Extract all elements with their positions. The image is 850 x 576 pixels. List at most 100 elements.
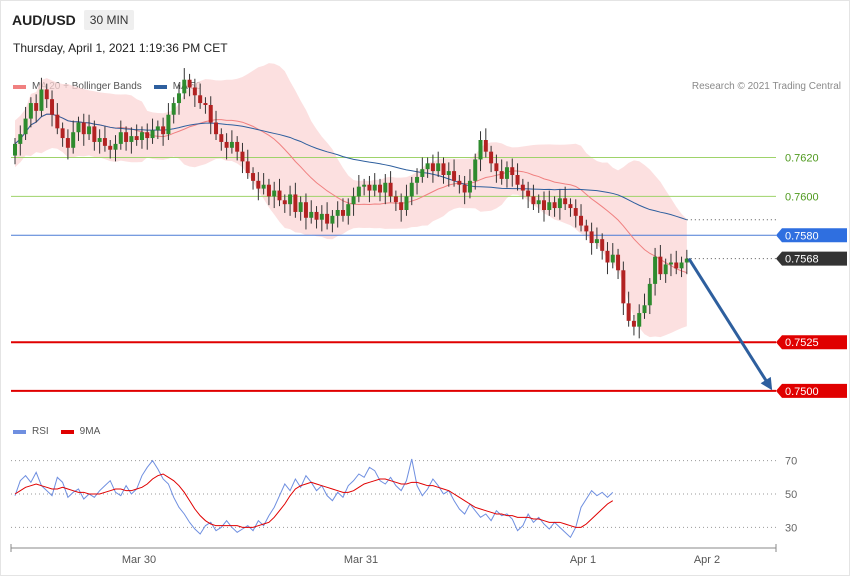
rsi-legend-label: RSI <box>32 426 49 437</box>
candle-body <box>679 262 684 269</box>
candle-body <box>388 182 393 197</box>
rsi-tick-30: 30 <box>785 522 797 534</box>
candle-body <box>298 202 303 212</box>
candle-body <box>409 182 414 197</box>
candle-body <box>314 211 319 220</box>
candle-body <box>97 138 102 142</box>
candle-body <box>536 200 541 205</box>
level-label-0.7500: 0.7500 <box>785 386 819 398</box>
candle-body <box>547 202 552 210</box>
candle-body <box>303 202 308 218</box>
candle-body <box>251 173 256 181</box>
candle-body <box>684 258 689 263</box>
symbol-title: AUD/USD <box>12 12 76 28</box>
candle-body <box>462 184 467 193</box>
candle-body <box>399 202 404 210</box>
candle-body <box>367 184 372 191</box>
candle-body <box>261 184 266 189</box>
candle-body <box>647 283 652 306</box>
timestamp: Thursday, April 1, 2021 1:19:36 PM CET <box>13 41 228 55</box>
candle-body <box>256 180 261 189</box>
candle-body <box>319 213 324 220</box>
candle-body <box>531 196 536 205</box>
candle-body <box>65 138 70 148</box>
timeframe-badge[interactable]: 30 MIN <box>83 10 135 30</box>
x-tick-label: Apr 2 <box>694 554 720 566</box>
candle-body <box>473 159 478 181</box>
candle-body <box>557 198 562 209</box>
candle-body <box>129 136 134 142</box>
candle-body <box>658 256 663 275</box>
candle-body <box>430 163 435 172</box>
candle-body <box>467 180 472 193</box>
candle-body <box>626 303 631 321</box>
candle-body <box>663 264 668 275</box>
rsi-line <box>14 458 614 539</box>
candle-body <box>356 186 361 197</box>
ma50-line <box>14 113 687 221</box>
candle-body <box>579 215 584 226</box>
candle-body <box>18 134 23 144</box>
candle-body <box>60 128 65 139</box>
level-label-0.7580: 0.7580 <box>785 230 819 242</box>
candle-body <box>436 163 441 172</box>
candle-body <box>208 105 213 123</box>
candle-body <box>631 320 636 327</box>
candle-body <box>520 184 525 191</box>
candle-body <box>245 161 250 174</box>
level-label-0.7525: 0.7525 <box>785 337 819 349</box>
candle-body <box>637 313 642 327</box>
candle-body <box>642 305 647 314</box>
candle-body <box>404 196 409 210</box>
candle-body <box>44 89 49 100</box>
candle-body <box>113 143 118 150</box>
candle-body <box>340 210 345 216</box>
candle-body <box>668 262 673 265</box>
candle-body <box>28 103 33 119</box>
ma50-swatch <box>153 84 167 89</box>
x-tick-label: Mar 31 <box>344 554 378 566</box>
candle-body <box>277 190 282 201</box>
chart-header: AUD/USD 30 MIN <box>12 10 135 30</box>
ma20-swatch <box>13 84 26 89</box>
candle-body <box>219 134 224 142</box>
candle-body <box>13 143 17 156</box>
candle-body <box>171 103 176 115</box>
candle-body <box>446 171 451 175</box>
candle-body <box>452 171 457 181</box>
candle-body <box>584 225 589 232</box>
rsi-ma9-line <box>14 473 614 528</box>
level-tag-0.7500 <box>776 383 847 398</box>
candle-body <box>309 211 314 218</box>
candle-body <box>605 250 610 263</box>
candle-body <box>102 138 107 146</box>
candle-body <box>483 140 488 152</box>
candle-body <box>34 103 39 111</box>
candle-body <box>214 122 219 135</box>
candle-body <box>346 204 351 216</box>
candle-body <box>161 126 166 135</box>
ma9-legend-label: 9MA <box>79 426 101 437</box>
rsi-legend: RSI 9MA <box>13 426 100 437</box>
candle-body <box>87 126 92 135</box>
candle-body <box>293 194 298 212</box>
candle-body <box>542 200 546 210</box>
candle-body <box>378 184 383 193</box>
candle-body <box>653 256 658 284</box>
x-tick-label: Apr 1 <box>570 554 596 566</box>
candle-body <box>621 270 626 304</box>
ma9-swatch <box>60 429 74 434</box>
candle-body <box>124 132 129 142</box>
ma50-legend-label: MA 50 <box>172 81 202 92</box>
candle-body <box>182 79 187 94</box>
candle-body <box>594 239 599 244</box>
candle-body <box>457 180 462 185</box>
candle-body <box>71 132 76 148</box>
candle-body <box>108 145 113 150</box>
candle-body <box>229 141 234 148</box>
candle-body <box>266 184 271 197</box>
candle-body <box>187 79 192 88</box>
candle-body <box>150 130 155 139</box>
candle-body <box>415 176 420 183</box>
